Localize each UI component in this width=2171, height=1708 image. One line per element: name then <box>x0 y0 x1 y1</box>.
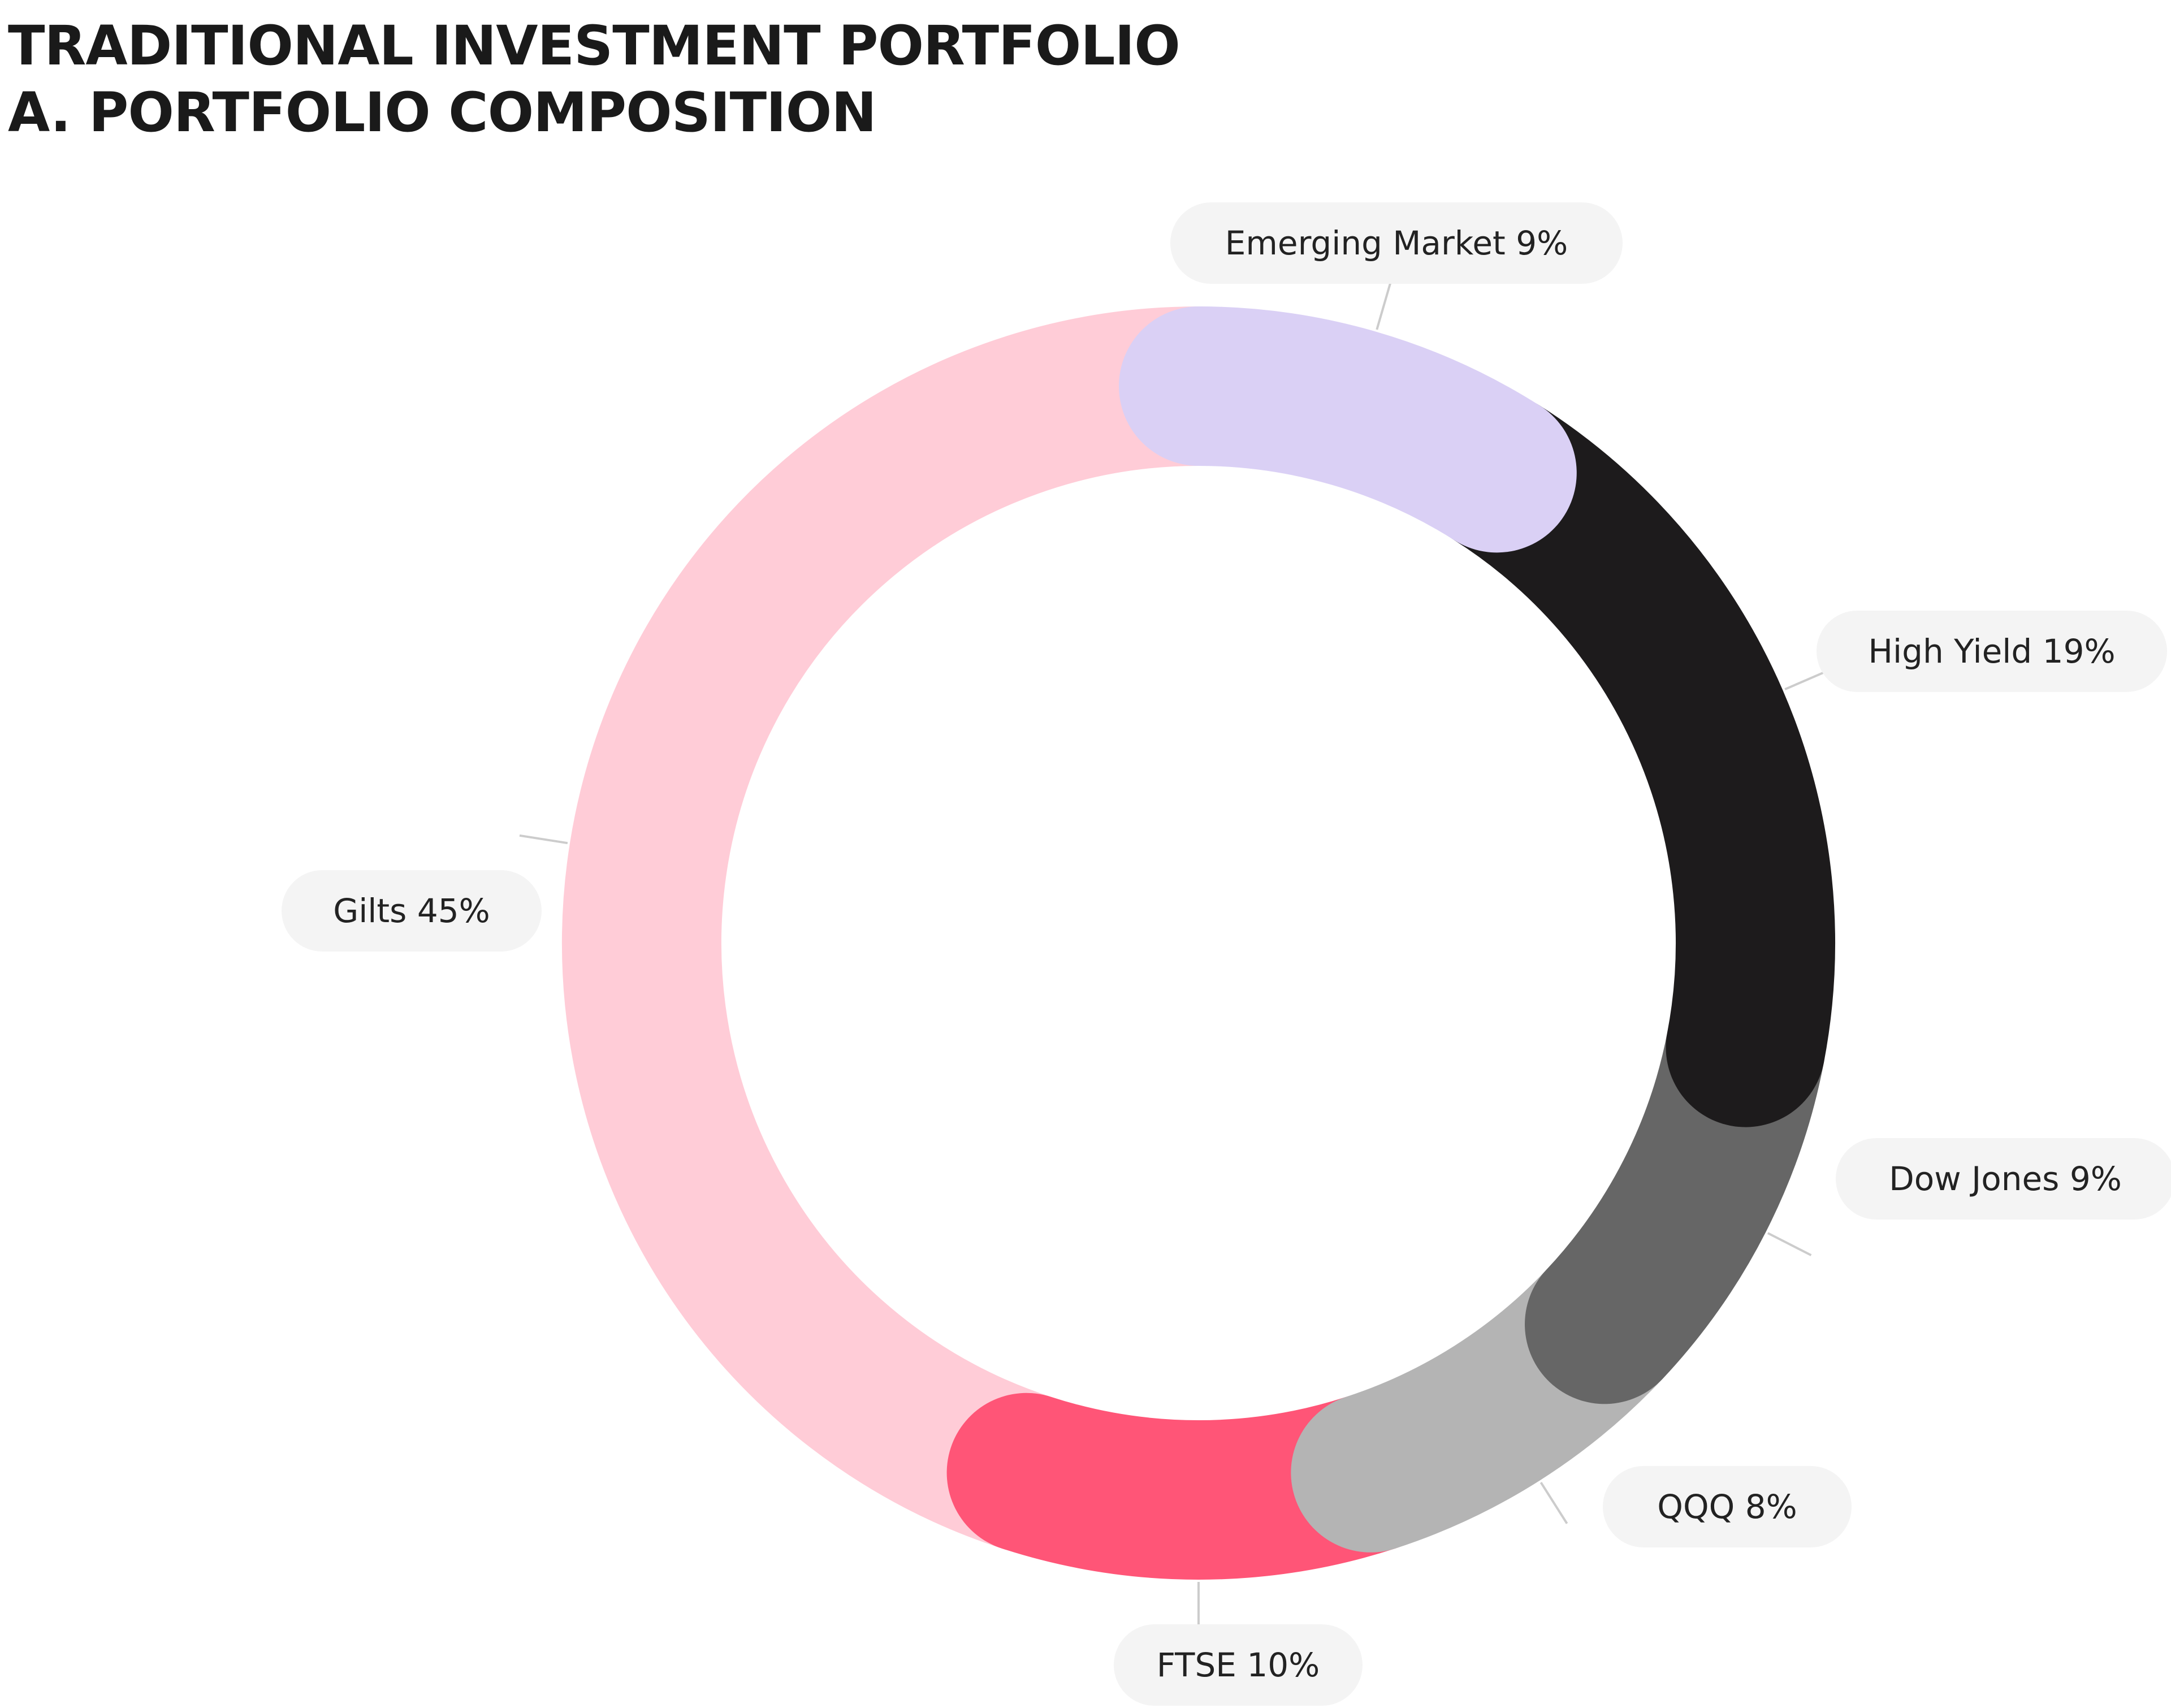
slice-emerging-market <box>1119 306 1577 553</box>
slice-label-ftse: FTSE 10% <box>1157 1646 1320 1684</box>
leader-line-qqq <box>1539 1482 1568 1524</box>
chart-subtitle: A. PORTFOLIO COMPOSITION <box>8 81 877 144</box>
chart-title-block: TRADITIONAL INVESTMENT PORTFOLIO A. PORT… <box>8 12 1180 146</box>
chart-title: TRADITIONAL INVESTMENT PORTFOLIO <box>8 14 1180 77</box>
slice-label-gilts: Gilts 45% <box>333 892 490 930</box>
label-pill-qqq <box>1603 1466 1852 1547</box>
slice-label-dow-jones: Dow Jones 9% <box>1889 1160 2122 1198</box>
leader-line-dow-jones <box>1767 1232 1812 1256</box>
slice-gilts <box>562 306 1278 1553</box>
leader-line-emerging-market <box>1376 282 1392 330</box>
leader-lines <box>519 282 1830 1631</box>
label-pill-ftse <box>1114 1624 1363 1706</box>
slice-label-high-yield: High Yield 19% <box>1868 632 2115 671</box>
slice-label-qqq: QQQ 8% <box>1657 1488 1797 1526</box>
label-pill-gilts <box>282 870 542 952</box>
slice-labels: Emerging Market 9% High Yield 19% Dow Jone… <box>282 202 2171 1706</box>
label-pill-high-yield <box>1817 611 2167 692</box>
label-pill-dow-jones <box>1836 1138 2171 1220</box>
slice-high-yield <box>1417 393 1835 1127</box>
leader-line-gilts <box>519 834 568 845</box>
label-pill-emerging-market <box>1170 202 1623 284</box>
slice-label-emerging-market: Emerging Market 9% <box>1225 224 1568 262</box>
leader-line-high-yield <box>1784 669 1830 691</box>
donut-slices <box>562 306 1835 1580</box>
